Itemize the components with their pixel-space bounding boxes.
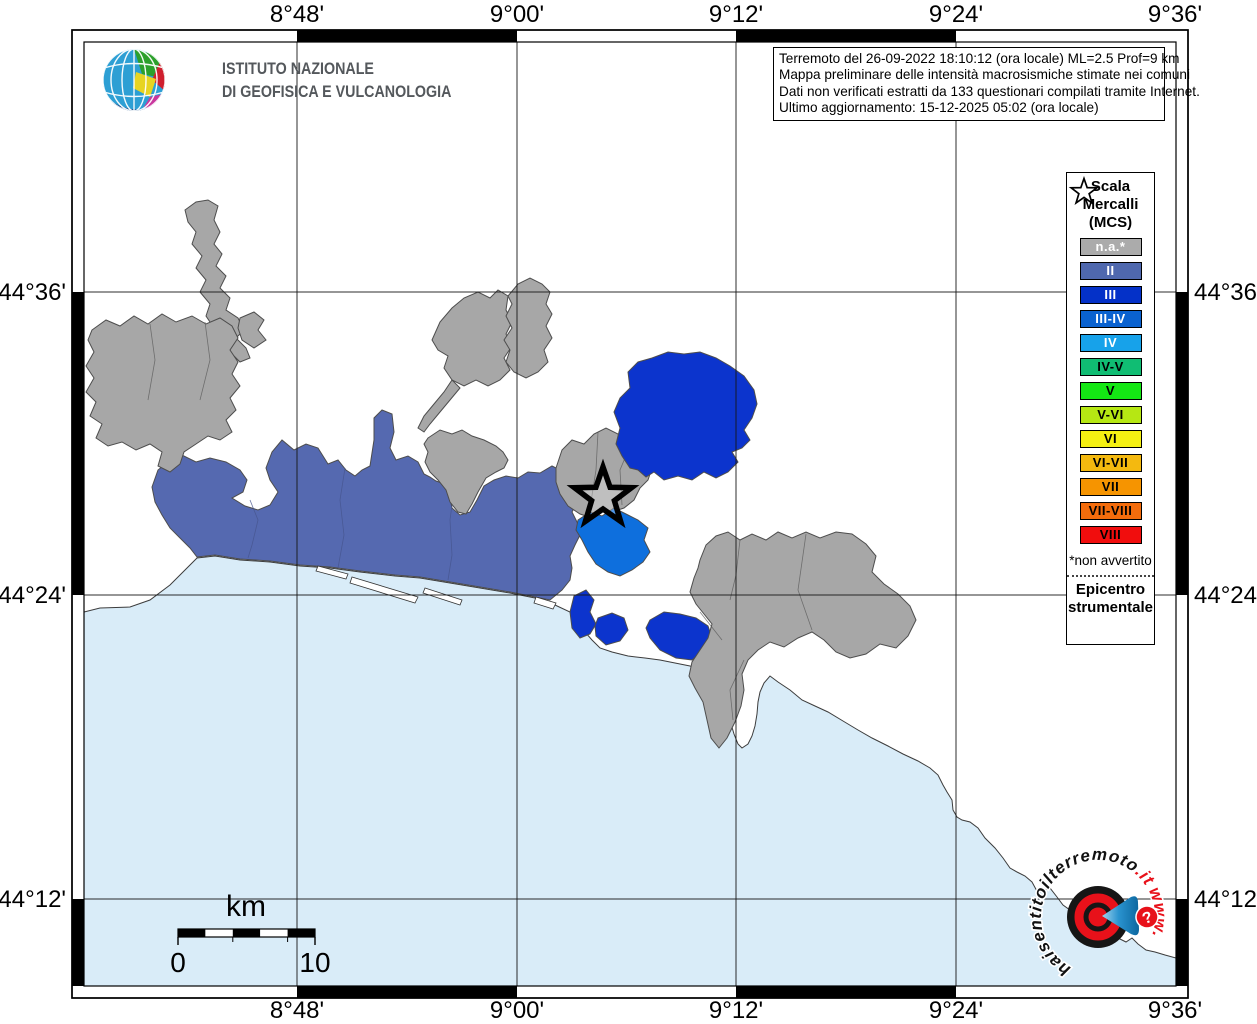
- legend-divider: [1067, 575, 1154, 577]
- map-canvas: km 0 10 haisentitoilterremoto.it www.: [84, 42, 1176, 986]
- legend-swatch-II: II: [1079, 262, 1142, 280]
- axis-label-top: 9°00': [490, 1, 544, 28]
- axis-label-top: 8°48': [270, 1, 324, 28]
- scale-bar-start: 0: [170, 947, 186, 978]
- graticule: [84, 42, 1176, 986]
- axis-label-bottom: 9°36': [1148, 997, 1202, 1024]
- axis-label-bottom: 9°24': [929, 997, 983, 1024]
- question-badge: ?: [1135, 905, 1159, 929]
- sea: [84, 555, 1176, 986]
- ingv-name-line1: ISTITUTO NAZIONALE: [222, 60, 374, 78]
- logo-cone: [1102, 896, 1139, 936]
- municipality-na-east-cluster: [688, 531, 917, 749]
- info-line-data-source: Dati non verificati estratti da 133 ques…: [779, 83, 1200, 99]
- axis-label-bottom: 9°12': [709, 997, 763, 1024]
- axis-label-right: 44°12': [1194, 886, 1257, 913]
- legend-epicenter-line2: strumentale: [1067, 599, 1154, 616]
- ingv-name-line2: DI GEOFISICA E VULCANOLOGIA: [222, 83, 451, 101]
- municipality-genova-II: [151, 409, 581, 601]
- municipality-na-embedded: [423, 429, 509, 515]
- axis-label-left: 44°12': [0, 886, 66, 913]
- axis-label-left: 44°24': [0, 582, 66, 609]
- municipality-III-northeast: [613, 351, 758, 481]
- municipality-inner-border: [199, 321, 211, 401]
- legend-swatch-III-IV: III-IV: [1079, 310, 1142, 328]
- municipality-inner-border: [247, 499, 259, 559]
- legend-footnote: *non avvertito: [1069, 553, 1152, 568]
- scale-bar-unit: km: [226, 890, 266, 923]
- axis-label-right: 44°24': [1194, 582, 1257, 609]
- legend-epicenter-star-icon: [1068, 176, 1100, 206]
- legend-swatch-VI-VII: VI-VII: [1079, 454, 1142, 472]
- axis-label-bottom: 9°00': [490, 997, 544, 1024]
- axis-label-top: 9°36': [1148, 1, 1202, 28]
- legend-title: Scala Mercalli (MCS): [1083, 178, 1139, 232]
- legend-epicenter-line1: Epicentro: [1075, 581, 1146, 598]
- municipality-na-small-west: [237, 311, 267, 349]
- logo-center-dot: [1088, 907, 1108, 927]
- ingv-globe-icon: [103, 49, 165, 111]
- municipality-inner-border: [797, 533, 813, 631]
- legend-swatch-IV-V: IV-V: [1079, 358, 1142, 376]
- legend-swatch-V: V: [1079, 382, 1142, 400]
- axis-label-right: 44°36': [1194, 279, 1257, 306]
- harbor-pier: [422, 587, 463, 606]
- municipality-III-coast-small-2: [594, 612, 629, 646]
- harbor-pier: [533, 596, 557, 610]
- info-line-map-type: Mappa preliminare delle intensità macros…: [779, 67, 1191, 83]
- municipality-inner-border: [147, 323, 156, 401]
- epicenter-star: [566, 458, 640, 529]
- harbor-pier: [349, 576, 419, 604]
- municipality-III-IV: [575, 507, 651, 577]
- info-line-event: Terremoto del 26-09-2022 18:10:12 (ora l…: [779, 51, 1180, 66]
- harbor-pier: [315, 565, 349, 580]
- legend-swatch-VIII: VIII: [1079, 526, 1142, 544]
- legend-swatch-VI: VI: [1079, 430, 1142, 448]
- municipality-na-northwest-blob: [85, 313, 241, 473]
- legend-swatch-VII-VIII: VII-VIII: [1079, 502, 1142, 520]
- legend-swatch-IV: IV: [1079, 334, 1142, 352]
- municipality-inner-border: [337, 467, 346, 569]
- municipality-na-northwest-tall: [184, 199, 251, 363]
- axis-label-bottom: 8°48': [270, 997, 324, 1024]
- legend-swatch-III: III: [1079, 286, 1142, 304]
- earthquake-info-box: Terremoto del 26-09-2022 18:10:12 (ora l…: [773, 47, 1200, 121]
- municipality-inner-border: [699, 611, 723, 641]
- legend-epicenter-label: Epicentro strumentale: [1068, 581, 1153, 617]
- municipality-na-north-lobe-right: [503, 277, 553, 379]
- municipality-na-north-tail: [417, 379, 461, 433]
- legend-swatch-VII: VII: [1079, 478, 1142, 496]
- axis-label-top: 9°24': [929, 1, 983, 28]
- municipality-inner-border: [729, 659, 745, 721]
- legend-title-line3: (MCS): [1088, 214, 1133, 231]
- scale-bar: km 0 10: [170, 890, 330, 978]
- ingv-logo: ISTITUTO NAZIONALE DI GEOFISICA E VULCAN…: [103, 49, 451, 111]
- legend-swatch-na: n.a.*: [1079, 238, 1142, 256]
- legend-title-line1: Scala: [1090, 178, 1131, 195]
- info-line-updated: Ultimo aggiornamento: 15-12-2025 05:02 (…: [779, 100, 1099, 116]
- legend-panel: Scala Mercalli (MCS) n.a.* II III III-IV…: [1066, 172, 1155, 645]
- axis-label-top: 9°12': [709, 1, 763, 28]
- frame-band: [71, 29, 1189, 999]
- legend-title-line2: Mercalli: [1082, 196, 1139, 213]
- municipality-inner-border: [589, 431, 599, 509]
- scale-bar-end: 10: [299, 947, 330, 978]
- axis-label-left: 44°36': [0, 279, 66, 306]
- legend-swatch-V-VI: V-VI: [1079, 406, 1142, 424]
